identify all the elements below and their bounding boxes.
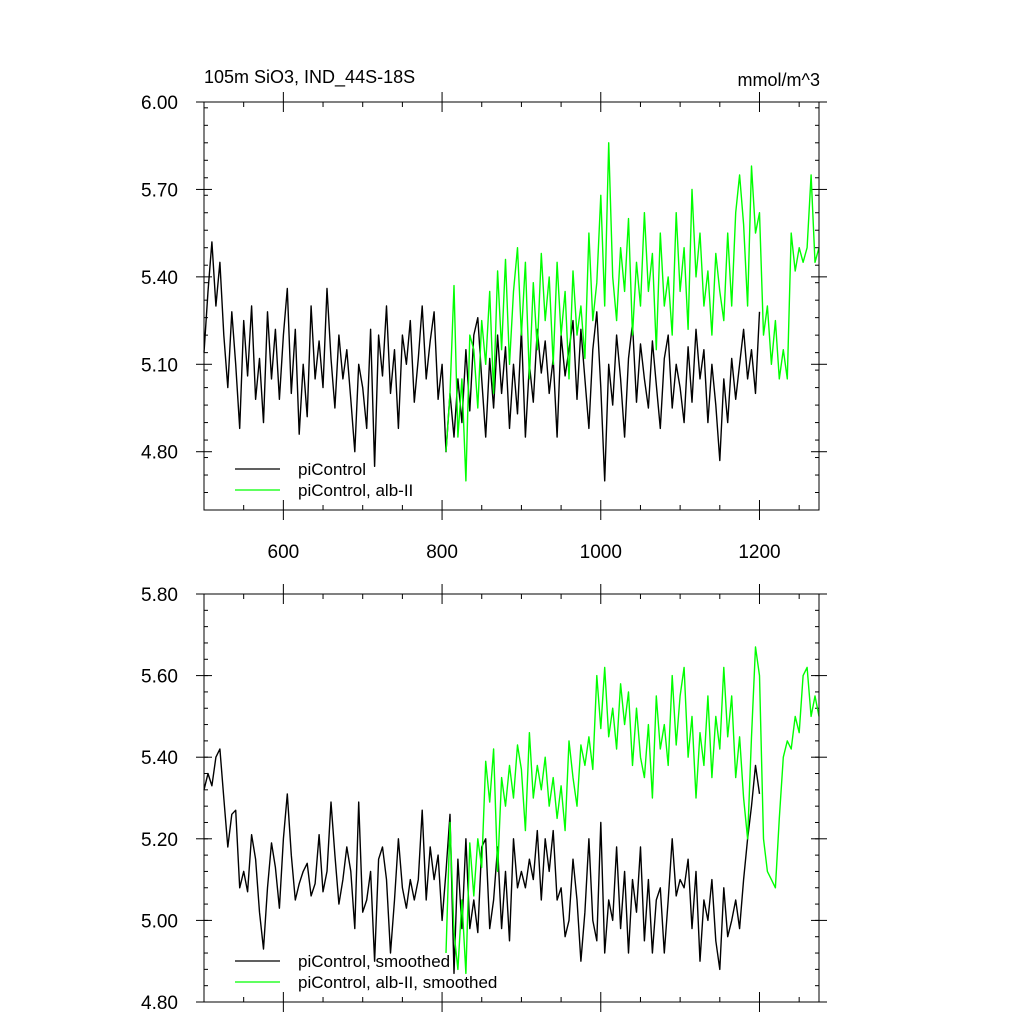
y-tick-label: 5.80 [141, 585, 178, 606]
series-line-1-1 [445, 646, 820, 975]
y-tick-label: 5.70 [141, 180, 178, 201]
y-tick-label: 5.00 [141, 911, 178, 932]
top-panel-lines [203, 142, 820, 482]
y-tick-label: 6.00 [141, 93, 178, 114]
y-tick-label: 5.60 [141, 667, 178, 688]
top-panel-frame [203, 101, 820, 511]
legend-label-alb-II-smoothed: piControl, alb-II, smoothed [298, 973, 497, 992]
top-panel-legend: piControl piControl, alb-II [235, 460, 413, 500]
bottom-panel-legend: piControl, smoothed piControl, alb-II, s… [235, 952, 497, 992]
top-panel-units: mmol/m^3 [738, 70, 820, 90]
top-panel: 105m SiO3, IND_44S-18S mmol/m^3 4.80 5.10… [141, 67, 827, 563]
x-tick-label: 1000 [580, 542, 622, 563]
bottom-panel-frame [203, 593, 820, 1003]
legend-label-alb-II: piControl, alb-II [298, 481, 413, 500]
y-tick-label: 5.40 [141, 268, 178, 289]
y-tick-label: 4.80 [141, 993, 178, 1014]
series-line-0-1 [445, 142, 820, 482]
legend-label-piControl: piControl [298, 460, 366, 479]
x-tick-label: 1200 [738, 542, 780, 563]
y-tick-label: 5.10 [141, 355, 178, 376]
bottom-panel-lines [203, 646, 820, 975]
x-tick-label: 600 [268, 542, 300, 563]
top-panel-title: 105m SiO3, IND_44S-18S [204, 67, 415, 88]
series-line-0-0 [203, 241, 761, 482]
series-line-1-0 [203, 748, 761, 975]
x-tick-label: 800 [426, 542, 458, 563]
legend-label-smoothed: piControl, smoothed [298, 952, 450, 971]
y-tick-label: 4.80 [141, 443, 178, 464]
y-tick-label: 5.20 [141, 830, 178, 851]
y-tick-label: 5.40 [141, 748, 178, 769]
bottom-panel: 4.80 5.00 5.20 5.40 5.60 5.80 piControl, smoo… [141, 584, 827, 1014]
